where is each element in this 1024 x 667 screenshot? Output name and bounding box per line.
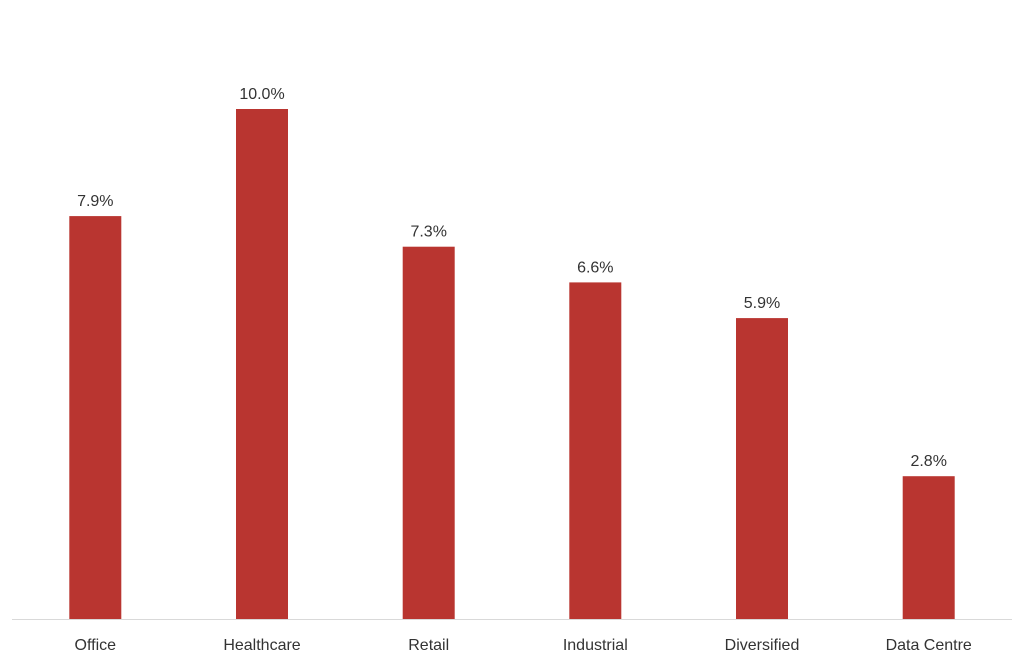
- value-label-industrial: 6.6%: [577, 259, 613, 276]
- value-label-retail: 7.3%: [410, 224, 446, 241]
- category-labels-layer: Office Healthcare Retail Industrial Diversif…: [75, 637, 972, 654]
- category-label-retail: Retail: [408, 637, 449, 654]
- bar-industrial: [569, 282, 622, 619]
- value-label-office: 7.9%: [77, 193, 113, 210]
- category-label-office: Office: [75, 637, 117, 654]
- category-label-diversified: Diversified: [725, 637, 800, 654]
- category-label-data-centre: Data Centre: [886, 637, 972, 654]
- bar-diversified: [736, 318, 788, 619]
- bar-data-centre: [902, 476, 955, 619]
- bars-layer: [69, 109, 955, 619]
- value-labels-layer: 7.9% 10.0% 7.3% 6.6% 5.9% 2.8%: [77, 86, 947, 470]
- bar-retail: [402, 246, 455, 619]
- value-label-diversified: 5.9%: [744, 295, 780, 312]
- category-label-industrial: Industrial: [563, 637, 628, 654]
- category-label-healthcare: Healthcare: [223, 637, 300, 654]
- value-label-healthcare: 10.0%: [239, 86, 284, 103]
- bar-office: [69, 216, 122, 619]
- value-label-data-centre: 2.8%: [910, 453, 946, 470]
- bar-healthcare: [236, 109, 288, 619]
